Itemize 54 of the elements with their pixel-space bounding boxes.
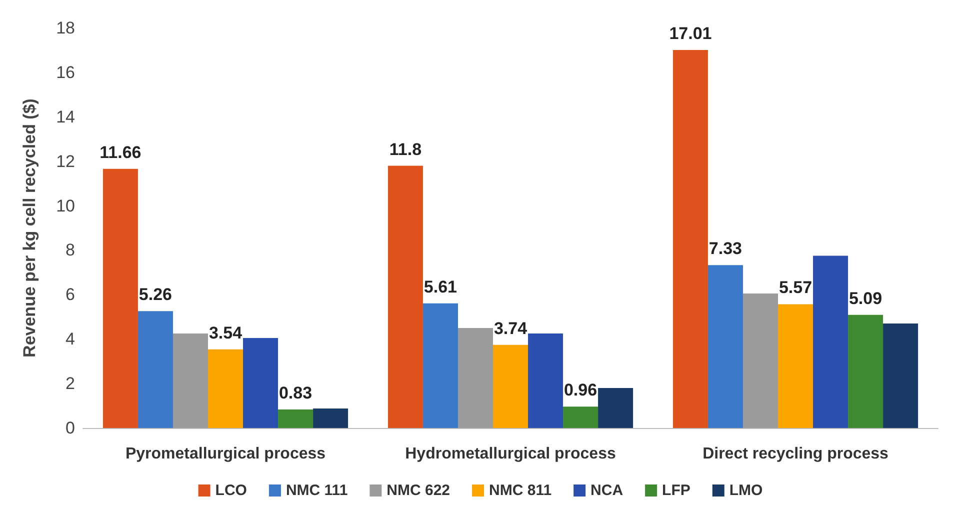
bar	[388, 166, 423, 428]
y-tick-label: 14	[56, 107, 75, 126]
bar	[102, 168, 138, 428]
legend-label: NMC 622	[386, 482, 450, 499]
y-tick-label: 2	[66, 374, 75, 394]
bar	[672, 50, 708, 428]
y-tick-label: 16	[56, 62, 75, 82]
bar	[813, 256, 848, 428]
bar	[208, 349, 244, 428]
y-tick-label: 6	[66, 285, 75, 304]
bar	[278, 410, 314, 428]
y-tick-label: 4	[66, 330, 75, 349]
bar	[313, 408, 348, 428]
bar	[422, 303, 458, 428]
y-tick-label: 12	[56, 152, 75, 171]
bar	[883, 324, 918, 428]
legend-label: LCO	[215, 482, 248, 499]
legend-label: NMC 811	[489, 482, 552, 499]
y-tick-label: 18	[56, 18, 75, 38]
bar	[138, 311, 173, 428]
y-tick-label: 10	[56, 196, 75, 216]
data-label: 7.33	[708, 239, 742, 258]
bar	[708, 265, 743, 428]
legend-label: NCA	[590, 482, 624, 499]
data-label: 11.8	[389, 140, 422, 159]
data-label: 3.54	[208, 323, 243, 342]
bar	[458, 328, 493, 428]
x-tick-label: Direct recycling process	[702, 446, 889, 462]
data-label: 17.01	[669, 24, 712, 43]
x-tick-label: Pyrometallurgical process	[125, 446, 326, 462]
data-label: 0.83	[278, 384, 312, 403]
bar	[848, 314, 884, 428]
data-label: 5.57	[778, 278, 812, 298]
data-label: 5.26	[138, 285, 172, 304]
data-label: 5.61	[424, 277, 458, 296]
data-label: 3.74	[494, 318, 528, 338]
bar	[492, 344, 528, 428]
x-tick-label: Hydrometallurgical process	[405, 446, 616, 462]
legend-label: NMC 111	[286, 482, 348, 499]
y-axis-title: Revenue per kg cell recycled ($)	[20, 98, 39, 358]
data-label: 0.96	[564, 380, 598, 400]
y-tick-label: 8	[66, 240, 75, 260]
legend-label: LFP	[662, 482, 690, 499]
data-label: 5.09	[848, 288, 882, 308]
bar	[172, 334, 208, 428]
bar	[563, 406, 598, 428]
bar	[598, 388, 634, 428]
bar	[528, 334, 564, 428]
bar	[243, 338, 278, 428]
bar	[742, 294, 778, 428]
bar	[778, 304, 814, 428]
data-label: 11.66	[100, 142, 142, 162]
legend-label: LMO	[729, 482, 764, 499]
y-tick-label: 0	[66, 418, 75, 438]
